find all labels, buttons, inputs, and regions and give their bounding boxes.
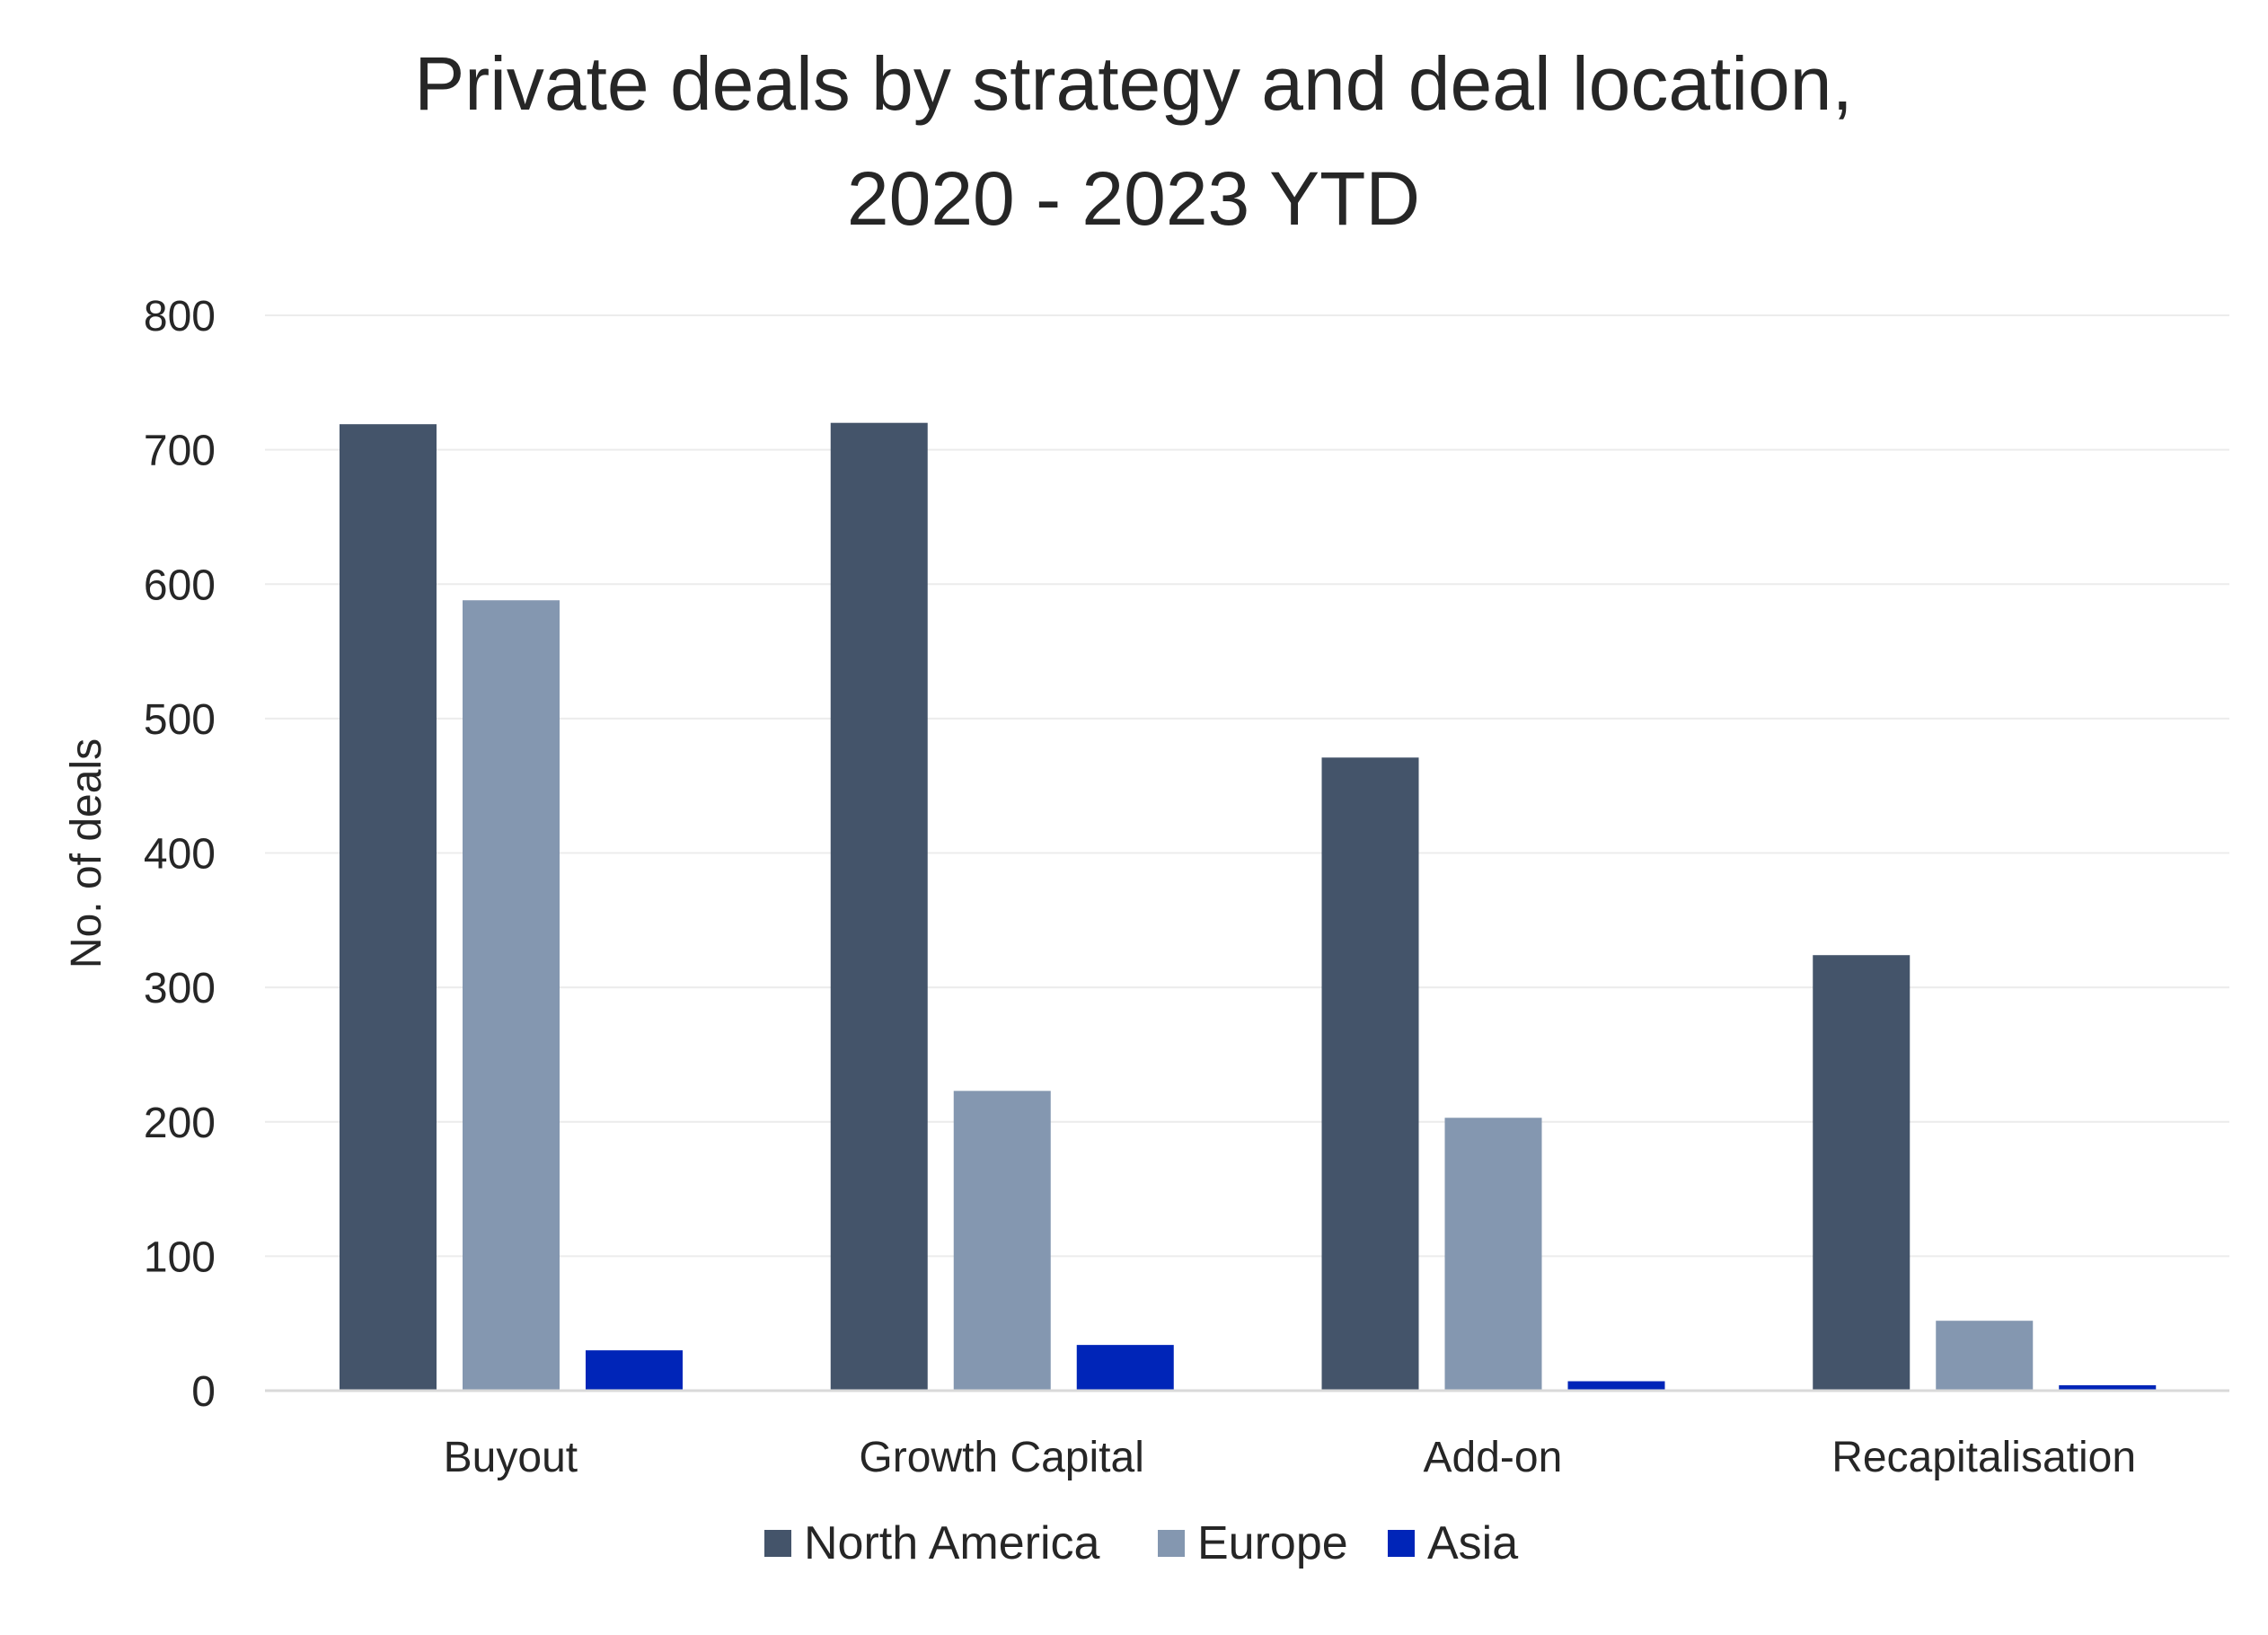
- y-tick-label: 300: [144, 965, 216, 1012]
- legend-swatch: [764, 1530, 791, 1557]
- legend-item: Europe: [1158, 1517, 1348, 1569]
- gridlines: [265, 314, 2229, 1258]
- legend-swatch: [1388, 1530, 1415, 1557]
- x-tick-label: Growth Capital: [859, 1434, 1143, 1481]
- bar-asia: [1076, 1345, 1174, 1391]
- y-tick-label: 0: [191, 1368, 216, 1416]
- legend-label: Asia: [1427, 1517, 1518, 1569]
- chart-subtitle: 2020 - 2023 YTD: [847, 156, 1420, 241]
- bar-north-america: [340, 424, 437, 1391]
- bars: [340, 422, 2157, 1392]
- y-tick-label: 400: [144, 831, 216, 879]
- y-tick-label: 500: [144, 696, 216, 744]
- y-tick-label: 600: [144, 561, 216, 609]
- legend-swatch: [1158, 1530, 1185, 1557]
- bar-asia: [2059, 1385, 2157, 1391]
- bar-north-america: [1813, 955, 1911, 1391]
- legend: North America Europe Asia: [764, 1517, 1518, 1569]
- bar-north-america: [830, 422, 928, 1392]
- bar-north-america: [1321, 757, 1419, 1391]
- y-tick-label: 700: [144, 428, 216, 475]
- y-axis-ticks: 0 100 200 300 400 500 600 700 800: [144, 293, 216, 1416]
- legend-label: Europe: [1197, 1517, 1348, 1569]
- legend-item: Asia: [1388, 1517, 1518, 1569]
- bar-europe: [1444, 1118, 1542, 1391]
- x-tick-label: Recapitalisation: [1831, 1434, 2136, 1481]
- y-axis-label: No. of deals: [63, 738, 110, 968]
- y-tick-label: 100: [144, 1233, 216, 1281]
- x-tick-label: Add-on: [1423, 1434, 1562, 1481]
- x-axis-ticks: Buyout Growth Capital Add-on Recapitalisati…: [444, 1434, 2136, 1481]
- bar-europe: [1936, 1321, 2034, 1391]
- legend-item: North America: [764, 1517, 1100, 1569]
- bar-asia: [586, 1350, 683, 1391]
- bar-europe: [953, 1091, 1051, 1391]
- y-tick-label: 200: [144, 1100, 216, 1147]
- bar-asia: [1567, 1381, 1665, 1391]
- x-tick-label: Buyout: [444, 1434, 578, 1481]
- bar-europe: [463, 600, 560, 1391]
- chart-title: Private deals by strategy and deal locat…: [414, 41, 1853, 126]
- legend-label: North America: [804, 1517, 1100, 1569]
- y-tick-label: 800: [144, 293, 216, 340]
